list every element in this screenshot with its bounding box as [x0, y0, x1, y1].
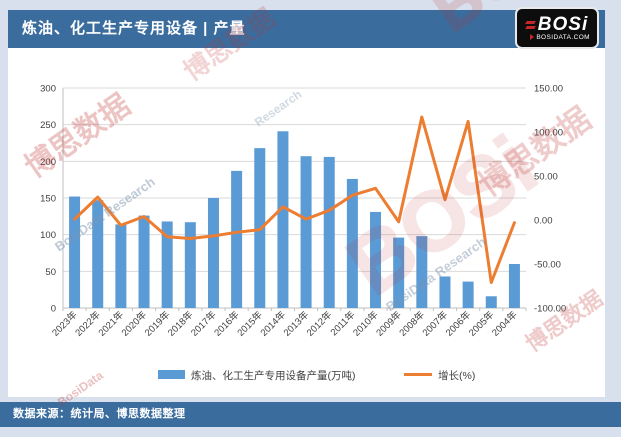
- bar: [346, 178, 358, 308]
- left-axis-tick-label: 100: [40, 230, 56, 241]
- footer-bar: 数据来源：统计局、博思数据整理: [0, 402, 621, 427]
- bar: [300, 156, 312, 308]
- page-title: 炼油、化工生产专用设备 | 产量: [22, 20, 246, 37]
- logo-triangle-icon: [530, 34, 535, 40]
- left-axis-tick-label: 50: [45, 267, 56, 278]
- chart-panel: 0 50 100 150 200 250 300 -100.00 -50.00 0.00 50.00…: [8, 48, 605, 397]
- bar: [416, 236, 428, 308]
- left-axis-tick-label: 250: [40, 120, 56, 131]
- bar: [161, 221, 173, 308]
- right-axis-tick-label: -50.00: [534, 260, 561, 271]
- left-axis-tick-label: 150: [40, 194, 56, 205]
- left-axis-tick-label: 300: [40, 84, 56, 95]
- bar: [323, 156, 335, 308]
- bosi-logo: BOSi BOSIDATA.COM: [515, 7, 599, 49]
- header-bar: 炼油、化工生产专用设备 | 产量 BOSi BOSIDATA.COM: [8, 7, 605, 49]
- legend-line-label: 增长(%): [438, 369, 475, 382]
- bar: [508, 264, 520, 308]
- chart-svg: 0 50 100 150 200 250 300 -100.00 -50.00 0.00 50.00…: [40, 84, 566, 383]
- logo-stripes-icon: [524, 20, 536, 29]
- right-axis-tick-label: 0.00: [534, 216, 553, 227]
- bar: [393, 237, 405, 308]
- bar: [138, 215, 150, 308]
- bar: [277, 131, 289, 308]
- bar: [184, 222, 196, 308]
- right-axis-tick-label: 100.00: [534, 128, 563, 139]
- bar: [485, 296, 497, 308]
- bar: [115, 224, 127, 308]
- logo-brand-text: BOSi: [537, 13, 589, 35]
- bar: [439, 276, 451, 308]
- bar: [370, 211, 382, 308]
- x-axis-label: 2004年: [489, 308, 520, 339]
- bar: [462, 281, 474, 308]
- growth-line: [73, 115, 516, 284]
- logo-row: BOSi: [524, 13, 589, 35]
- left-axis-tick-label: 0: [51, 304, 56, 315]
- bar: [69, 196, 81, 308]
- bar: [207, 198, 219, 308]
- right-axis-tick-label: -100.00: [534, 304, 566, 315]
- right-axis-tick-label: 150.00: [534, 84, 563, 95]
- right-axis-tick-label: 50.00: [534, 172, 558, 183]
- left-axis-tick-label: 200: [40, 157, 56, 168]
- bar: [92, 200, 104, 308]
- bar: [231, 170, 243, 308]
- legend-bar-swatch: [158, 370, 185, 379]
- legend-bar-label: 炼油、化工生产专用设备产量(万吨): [191, 369, 356, 382]
- x-axis-label: 2012年: [304, 308, 335, 339]
- logo-domain-row: BOSIDATA.COM: [530, 34, 597, 41]
- logo-domain-text: BOSIDATA.COM: [536, 33, 590, 41]
- data-source-text: 数据来源：统计局、博思数据整理: [13, 408, 186, 420]
